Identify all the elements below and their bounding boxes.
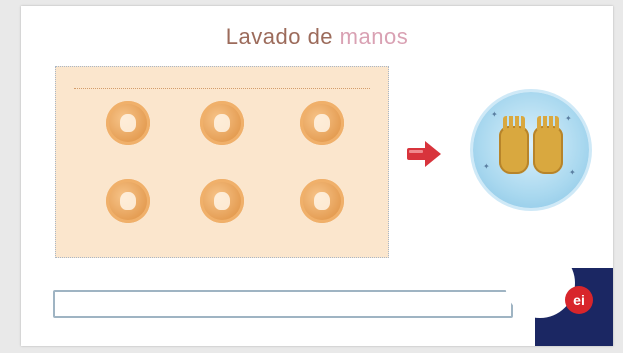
- slide: Lavado de manos: [21, 6, 613, 346]
- step-1: [80, 101, 176, 149]
- left-hand-icon: [499, 116, 529, 174]
- title-part-1: Lavado de: [225, 24, 334, 49]
- instruction-panel: [55, 66, 389, 258]
- step-5: [174, 179, 270, 227]
- logo-mark: ei: [565, 286, 593, 314]
- title-part-2: manos: [333, 24, 409, 49]
- sparkle-icon: ✦: [565, 114, 572, 123]
- step-3: [274, 101, 370, 149]
- step-4-hand-icon: [106, 179, 150, 223]
- step-2-hand-icon: [200, 101, 244, 145]
- step-6: [274, 179, 370, 227]
- sparkle-icon: ✦: [483, 162, 490, 171]
- step-5-hand-icon: [200, 179, 244, 223]
- clean-hands-icon: ✦ ✦ ✦ ✦: [473, 92, 589, 208]
- right-hand-icon: [533, 116, 563, 174]
- panel-heading: [74, 74, 370, 89]
- sparkle-icon: ✦: [491, 110, 498, 119]
- logo: ei: [505, 248, 613, 346]
- arrow-right-icon: [405, 134, 445, 174]
- step-2: [174, 101, 270, 149]
- step-4: [80, 179, 176, 227]
- sparkle-icon: ✦: [569, 168, 576, 177]
- answer-input[interactable]: [53, 290, 513, 318]
- page-title: Lavado de manos: [21, 24, 613, 50]
- arrow-right-icon-svg: [407, 141, 441, 167]
- step-1-hand-icon: [106, 101, 150, 145]
- step-6-hand-icon: [300, 179, 344, 223]
- step-3-hand-icon: [300, 101, 344, 145]
